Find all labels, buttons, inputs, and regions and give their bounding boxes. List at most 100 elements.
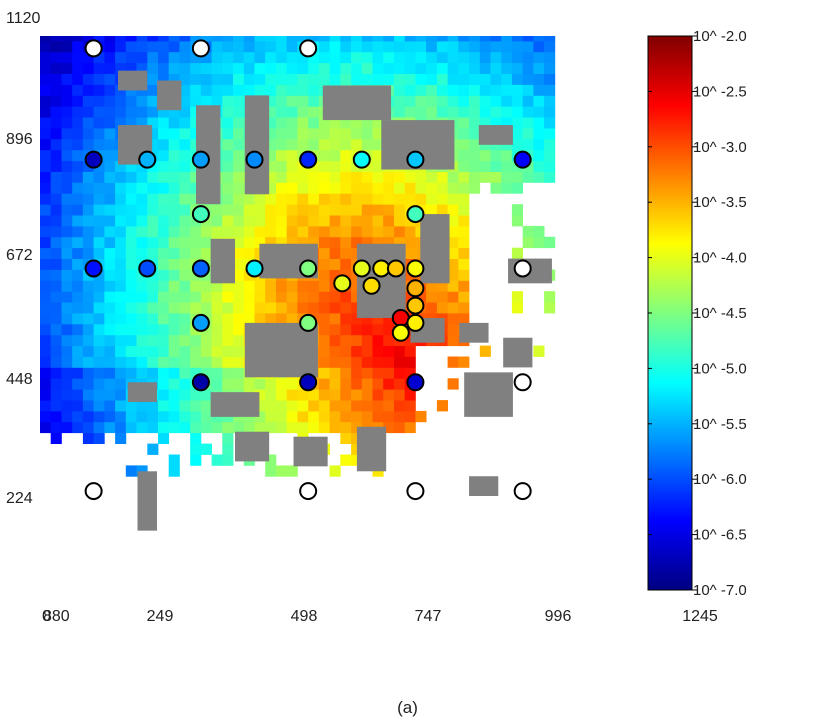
- heatmap-cell: [125, 291, 137, 303]
- heatmap-cell: [340, 258, 352, 270]
- heatmap-cell: [61, 302, 73, 314]
- heatmap-cell: [436, 51, 448, 64]
- heatmap-cell: [351, 128, 363, 140]
- heatmap-cell: [479, 106, 491, 118]
- heatmap-cell: [147, 128, 159, 140]
- colorbar-tick-label: 10^ -2.0: [693, 28, 747, 45]
- heatmap-cell: [544, 160, 556, 172]
- heatmap-cell: [50, 62, 62, 74]
- heatmap-cell: [276, 128, 288, 140]
- heatmap-cell: [72, 73, 84, 85]
- heatmap-cell: [447, 193, 459, 205]
- heatmap-cell: [361, 128, 373, 140]
- heatmap-cell: [40, 138, 52, 151]
- heatmap-cell: [82, 215, 94, 227]
- heatmap-cell: [297, 84, 309, 96]
- heatmap-cell: [351, 138, 363, 151]
- heatmap-cell: [265, 454, 277, 466]
- heatmap-cell: [93, 367, 105, 379]
- building: [464, 372, 513, 417]
- heatmap-cell: [308, 280, 320, 292]
- heatmap-cell: [490, 182, 502, 194]
- heatmap-cell: [104, 400, 116, 412]
- heatmap-cell: [318, 258, 330, 270]
- heatmap-cell: [61, 400, 73, 412]
- heatmap-cell: [404, 291, 416, 303]
- heatmap-cell: [136, 421, 148, 434]
- heatmap-cell: [329, 410, 341, 423]
- heatmap-cell: [318, 410, 330, 423]
- heatmap-cell: [404, 84, 416, 96]
- heatmap-cell: [168, 149, 180, 162]
- heatmap-cell: [211, 356, 223, 368]
- heatmap-cell: [308, 51, 320, 64]
- heatmap-cell: [297, 106, 309, 118]
- heatmap-cell: [190, 73, 202, 85]
- heatmap-cell: [297, 128, 309, 140]
- heatmap-cell: [222, 280, 234, 292]
- heatmap-cell: [168, 334, 180, 347]
- heatmap-cell: [104, 95, 116, 107]
- heatmap-cell: [426, 171, 438, 183]
- heatmap-cell: [254, 62, 266, 74]
- heatmap-cell: [93, 378, 105, 390]
- heatmap-cell: [318, 204, 330, 216]
- heatmap-cell: [50, 334, 62, 347]
- heatmap-cell: [297, 410, 309, 423]
- heatmap-cell: [104, 378, 116, 390]
- heatmap-cell: [179, 182, 191, 194]
- heatmap-cell: [82, 302, 94, 314]
- heatmap-cell: [136, 215, 148, 227]
- heatmap-cell: [458, 117, 470, 129]
- heatmap-cell: [125, 313, 137, 325]
- heatmap-cell: [318, 269, 330, 281]
- heatmap-cell: [265, 138, 277, 151]
- heatmap-cell: [426, 36, 438, 42]
- heatmap-cell: [136, 280, 148, 292]
- heatmap-cell: [40, 302, 52, 314]
- heatmap-cell: [394, 40, 406, 53]
- heatmap-cell: [72, 378, 84, 390]
- heatmap-cell: [168, 291, 180, 303]
- heatmap-cell: [501, 36, 513, 42]
- x-tick-label: 1245: [682, 608, 718, 625]
- heatmap-cell: [458, 269, 470, 281]
- heatmap-cell: [265, 280, 277, 292]
- heatmap-cell: [501, 106, 513, 118]
- heatmap-cell: [522, 236, 534, 249]
- heatmap-cell: [243, 51, 255, 64]
- heatmap-cell: [479, 171, 491, 183]
- heatmap-cell: [40, 345, 52, 357]
- receptor-marker: [406, 373, 425, 392]
- heatmap-cell: [361, 138, 373, 151]
- heatmap-cell: [115, 280, 127, 292]
- heatmap-cell: [158, 410, 170, 423]
- heatmap-cell: [533, 62, 545, 74]
- heatmap-cell: [415, 40, 427, 53]
- heatmap-cell: [286, 421, 298, 434]
- heatmap-cell: [254, 51, 266, 64]
- receptor-marker: [84, 39, 103, 58]
- heatmap-cell: [93, 356, 105, 368]
- heatmap-cell: [233, 128, 245, 140]
- heatmap-cell: [533, 106, 545, 118]
- heatmap-cell: [318, 313, 330, 325]
- heatmap-cell: [436, 171, 448, 183]
- heatmap-cell: [179, 138, 191, 151]
- heatmap-cell: [265, 40, 277, 53]
- heatmap-cell: [125, 40, 137, 53]
- heatmap-cell: [297, 236, 309, 249]
- heatmap-cell: [233, 345, 245, 357]
- heatmap-cell: [329, 171, 341, 183]
- heatmap-cell: [318, 291, 330, 303]
- heatmap-cell: [329, 323, 341, 336]
- heatmap-cell: [458, 258, 470, 270]
- heatmap-cell: [254, 73, 266, 85]
- heatmap-cell: [404, 95, 416, 107]
- heatmap-cell: [82, 62, 94, 74]
- heatmap-cell: [158, 138, 170, 151]
- heatmap-cell: [372, 236, 384, 249]
- heatmap-cell: [179, 421, 191, 434]
- heatmap-cell: [329, 62, 341, 74]
- heatmap-cell: [136, 291, 148, 303]
